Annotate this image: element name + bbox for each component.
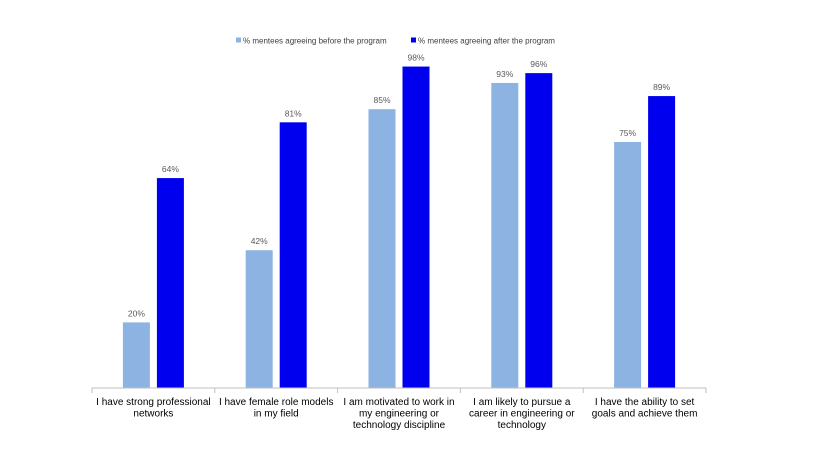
bar-before-2	[368, 109, 396, 388]
bar-after-3	[525, 73, 553, 389]
category-label-line: I am motivated to work in	[343, 397, 454, 408]
data-label-after-0: 64%	[162, 164, 179, 174]
bar-before-4	[614, 142, 642, 388]
x-axis	[91, 387, 707, 393]
data-label-before-3: 93%	[496, 69, 513, 79]
bar-before-1	[245, 250, 273, 388]
category-label-line: goals and achieve them	[592, 409, 698, 420]
category-label-line: career in engineering or	[469, 409, 575, 420]
data-label-before-4: 75%	[619, 128, 636, 138]
category-label-line: networks	[133, 409, 173, 420]
category-label-line: in my field	[254, 409, 299, 420]
legend-label-1: % mentees agreeing after the program	[418, 37, 555, 46]
bar-after-4	[648, 96, 676, 388]
category-label-1: I have female role models in my field	[219, 397, 334, 420]
data-label-before-0: 20%	[128, 308, 145, 318]
category-label-line: my engineering or	[359, 409, 440, 420]
value-labels: 20% 64% 42% 81% 85% 98% 93% 96% 75% 89%	[128, 53, 671, 319]
bars	[122, 66, 676, 389]
category-label-line: I have strong professional	[96, 397, 211, 408]
category-label-3: I am likely to pursue a career in enginee…	[469, 397, 575, 431]
data-label-after-3: 96%	[530, 59, 547, 69]
category-label-line: I am likely to pursue a	[473, 397, 571, 408]
bar-after-0	[156, 178, 184, 388]
category-label-4: I have the ability to set goals and achie…	[592, 397, 698, 420]
legend-swatch-1	[411, 37, 416, 43]
category-label-line: I have the ability to set	[595, 397, 695, 408]
legend-label-0: % mentees agreeing before the program	[243, 37, 387, 46]
bar-before-3	[491, 82, 519, 389]
data-label-after-1: 81%	[285, 108, 302, 118]
category-label-line: technology discipline	[353, 420, 446, 431]
category-label-line: I have female role models	[219, 397, 334, 408]
data-label-after-4: 89%	[653, 82, 670, 92]
category-label-0: I have strong professional networks	[96, 397, 211, 420]
legend-swatch-0	[236, 37, 241, 43]
bar-after-1	[279, 122, 307, 388]
bar-before-0	[122, 322, 150, 388]
data-label-after-2: 98%	[407, 53, 424, 63]
category-label-line: technology	[498, 420, 546, 431]
data-label-before-2: 85%	[373, 95, 390, 105]
legend: % mentees agreeing before the program % m…	[236, 37, 555, 46]
data-label-before-1: 42%	[251, 236, 268, 246]
bar-after-2	[402, 66, 430, 388]
category-label-2: I am motivated to work in my engineering …	[343, 397, 454, 431]
